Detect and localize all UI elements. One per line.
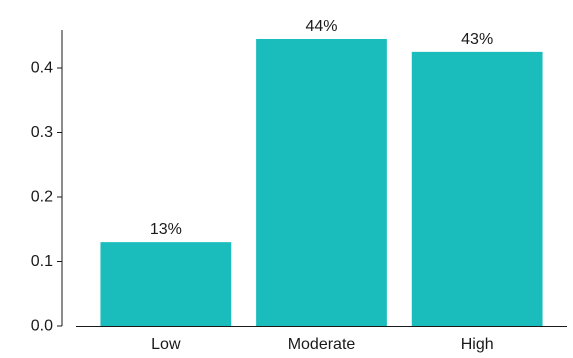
bar-moderate [256,38,387,326]
bar-low [100,242,232,326]
x-tick-label-high: High [461,336,494,353]
y-tick-label: 0.4 [31,60,53,77]
y-tick-label: 0.1 [31,253,53,270]
x-axis-labels: Low Moderate High [151,336,493,353]
y-tick-label: 0.3 [31,124,53,141]
y-axis-ticks: 0.0 0.1 0.2 0.3 0.4 [31,60,62,335]
x-tick-label-moderate: Moderate [288,336,356,353]
data-labels-group: 13% 44% 43% [150,18,493,238]
x-tick-label-low: Low [151,336,181,353]
data-label-moderate: 44% [305,18,337,35]
bar-high [411,51,543,326]
y-tick-label: 0.0 [31,318,53,335]
data-label-high: 43% [461,31,493,48]
data-label-low: 13% [150,221,182,238]
bars-group [100,38,543,326]
y-tick-label: 0.2 [31,189,53,206]
